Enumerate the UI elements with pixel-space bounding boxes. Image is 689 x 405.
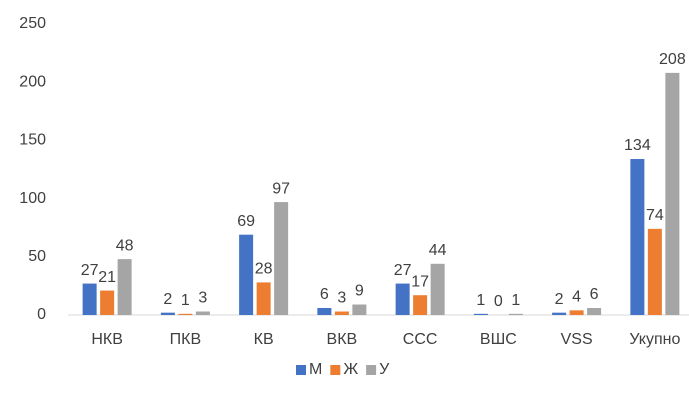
x-tick-label: ВШС: [480, 331, 517, 348]
x-tick-label: ПКВ: [170, 331, 202, 348]
y-tick-label: 0: [37, 306, 46, 323]
data-label: 6: [590, 286, 599, 303]
data-label: 1: [181, 292, 190, 309]
x-tick-label: НКВ: [91, 331, 123, 348]
y-tick-label: 250: [19, 15, 46, 32]
bar: [508, 313, 523, 315]
bar: [274, 202, 289, 315]
data-label: 27: [394, 262, 412, 279]
bar: [352, 304, 367, 315]
data-label: 2: [555, 291, 564, 308]
data-label: 3: [337, 290, 346, 307]
bar: [178, 313, 193, 315]
bar: [317, 308, 332, 315]
data-label: 17: [411, 273, 429, 290]
data-label: 1: [511, 292, 520, 309]
x-tick-label: Укупно: [629, 331, 680, 348]
bar: [256, 282, 271, 315]
x-tick-label: ВКВ: [327, 331, 358, 348]
data-label: 208: [659, 51, 686, 68]
bar: [665, 72, 680, 315]
y-tick-label: 200: [19, 73, 46, 90]
x-tick-label: ССС: [403, 331, 438, 348]
data-label: 44: [429, 242, 447, 259]
data-label: 74: [646, 207, 664, 224]
x-tick-label: КВ: [254, 331, 274, 348]
bar: [630, 159, 645, 315]
data-label: 1: [476, 292, 485, 309]
bar: [430, 263, 445, 315]
data-label: 6: [320, 286, 329, 303]
bar: [552, 312, 567, 315]
y-tick-label: 150: [19, 132, 46, 149]
data-label: 2: [163, 291, 172, 308]
data-label: 21: [98, 269, 116, 286]
bar: [117, 259, 132, 315]
data-label: 134: [624, 137, 651, 154]
data-label: 9: [355, 283, 364, 300]
legend-label: У: [379, 361, 390, 378]
legend-swatch: [296, 365, 306, 375]
bar: [395, 283, 410, 315]
bar: [334, 311, 349, 315]
bar: [195, 311, 210, 315]
legend-swatch: [330, 365, 341, 375]
data-label: 3: [198, 290, 207, 307]
legend-label: Ж: [343, 361, 358, 378]
y-tick-label: 100: [19, 190, 46, 207]
data-label: 48: [116, 237, 134, 254]
bar: [239, 234, 254, 315]
bar: [100, 290, 115, 315]
data-label: 4: [572, 289, 581, 306]
bar: [413, 295, 428, 315]
bar: [587, 308, 602, 315]
bar: [473, 313, 488, 315]
bar: [160, 312, 175, 315]
bar: [569, 310, 584, 315]
legend-swatch: [366, 365, 377, 375]
data-label: 97: [272, 180, 290, 197]
bar: [82, 283, 97, 315]
data-label: 28: [255, 261, 273, 278]
data-label: 0: [494, 293, 503, 310]
x-tick-label: VSS: [561, 331, 593, 348]
data-label: 69: [237, 213, 255, 230]
data-label: 27: [81, 262, 99, 279]
legend-label: М: [309, 361, 322, 378]
y-tick-label: 50: [28, 248, 46, 265]
bar: [647, 228, 662, 315]
